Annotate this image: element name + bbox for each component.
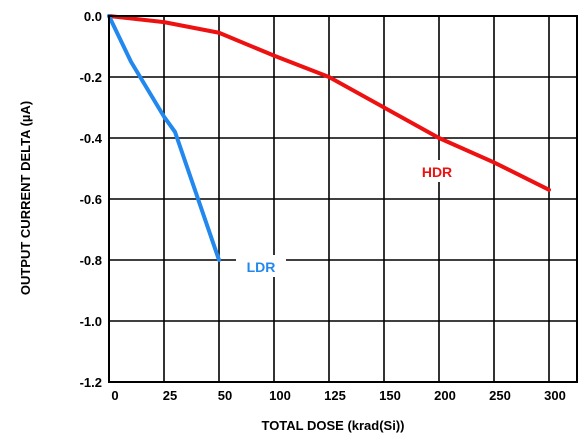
x-tick-label: 300 xyxy=(544,388,566,403)
series-layer xyxy=(107,14,551,262)
x-tick-label: 150 xyxy=(379,388,401,403)
plot-frame xyxy=(108,15,578,383)
y-tick-label: -1.2 xyxy=(80,375,102,390)
y-tick-label: -0.8 xyxy=(80,253,102,268)
y-tick-label: -0.6 xyxy=(80,192,102,207)
x-tick-label: 0 xyxy=(111,388,118,403)
x-tick-labels: 0 25 50 100 125 150 200 250 300 xyxy=(111,388,565,403)
y-axis-label: OUTPUT CURRENT DELTA (µA) xyxy=(18,101,33,295)
y-tick-label: -0.2 xyxy=(80,70,102,85)
plot-border xyxy=(108,15,578,383)
y-tick-labels: 0.0 -0.2 -0.4 -0.6 -0.8 -1.0 -1.2 xyxy=(80,9,103,390)
hdr-label-bg xyxy=(410,160,462,182)
ldr-label-bg xyxy=(236,255,286,277)
x-tick-label: 250 xyxy=(489,388,511,403)
series-label-hdr: HDR xyxy=(422,164,452,180)
x-tick-label: 200 xyxy=(434,388,456,403)
series-label-ldr: LDR xyxy=(247,259,276,275)
grid xyxy=(109,15,577,383)
y-tick-label: 0.0 xyxy=(84,9,102,24)
y-tick-label: -1.0 xyxy=(80,314,102,329)
x-axis-label: TOTAL DOSE (krad(Si)) xyxy=(261,418,404,433)
x-tick-label: 125 xyxy=(324,388,346,403)
x-tick-label: 100 xyxy=(269,388,291,403)
x-tick-label: 25 xyxy=(163,388,177,403)
y-tick-label: -0.4 xyxy=(80,131,103,146)
x-tick-label: 50 xyxy=(218,388,232,403)
series-labels: HDR LDR xyxy=(236,160,462,277)
